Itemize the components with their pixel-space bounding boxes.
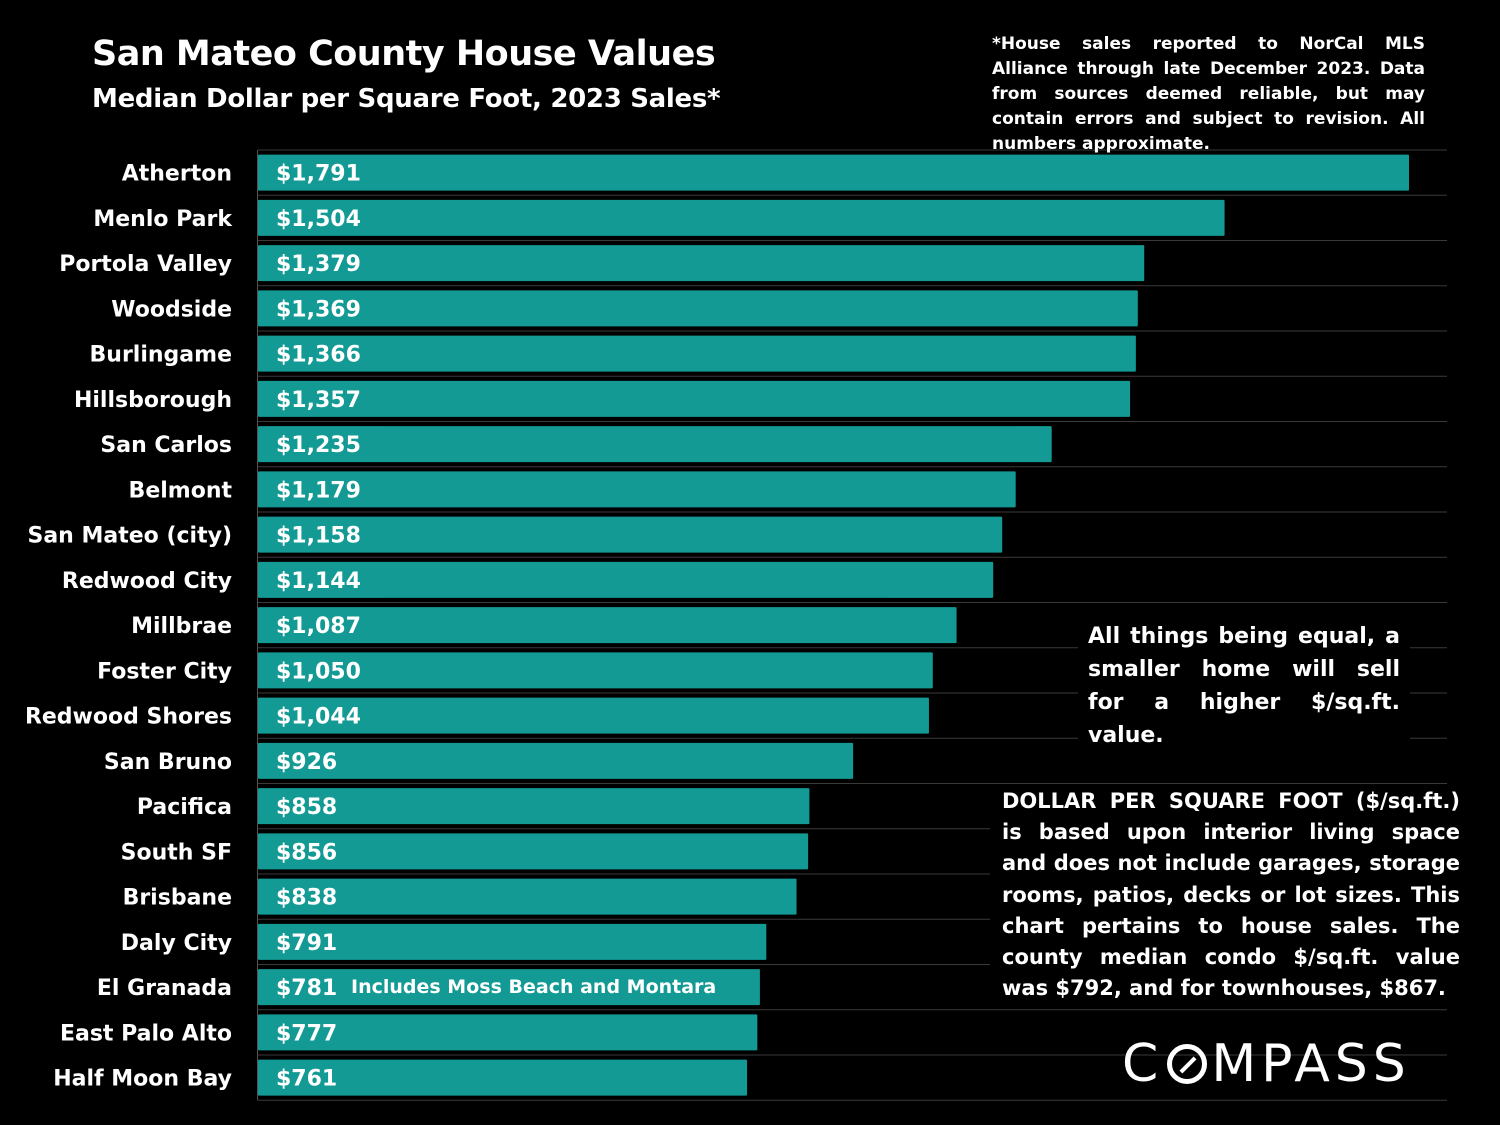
value-label: $1,357 — [276, 388, 361, 413]
category-label: Belmont — [129, 478, 233, 503]
value-label: $1,087 — [276, 614, 361, 639]
bars — [258, 154, 1409, 1096]
bar — [258, 1059, 748, 1096]
value-label: $1,235 — [276, 433, 361, 458]
bar — [258, 290, 1138, 327]
category-label: Menlo Park — [93, 207, 233, 232]
bar — [258, 426, 1052, 463]
category-label: Hillsborough — [74, 388, 232, 413]
bar — [258, 742, 854, 779]
value-label: $1,179 — [276, 478, 361, 503]
value-label: $781 — [276, 976, 337, 1001]
bar — [258, 833, 809, 870]
category-label: San Bruno — [104, 750, 232, 775]
category-label: Burlingame — [90, 343, 232, 368]
category-label: San Carlos — [100, 433, 232, 458]
compass-ring-icon — [1167, 1044, 1208, 1084]
value-label: $1,791 — [276, 162, 361, 187]
logo-text-left: C — [1122, 1034, 1164, 1094]
value-label: $858 — [276, 795, 337, 820]
value-label: $1,379 — [276, 252, 361, 277]
value-label: $856 — [276, 840, 337, 865]
chart-title: San Mateo County House Values — [92, 34, 716, 74]
category-label: South SF — [121, 840, 232, 865]
category-label: Millbrae — [131, 614, 232, 639]
category-label: Atherton — [122, 162, 232, 187]
bar — [258, 652, 933, 689]
bar — [258, 561, 994, 598]
annotation-small-home: All things being equal, a smaller home w… — [1078, 620, 1410, 752]
bar — [258, 516, 1003, 553]
value-label: $1,050 — [276, 659, 361, 684]
category-label: Daly City — [121, 931, 232, 956]
bar — [258, 969, 760, 1006]
compass-logo: C MPASS — [1122, 1034, 1411, 1094]
value-label: $1,366 — [276, 343, 361, 368]
bar — [258, 878, 797, 915]
value-label: $1,144 — [276, 569, 361, 594]
category-label: Foster City — [97, 659, 232, 684]
value-label: $926 — [276, 750, 337, 775]
value-label: $791 — [276, 931, 337, 956]
bar — [258, 199, 1225, 236]
logo-text-right: MPASS — [1211, 1034, 1411, 1094]
annotation-dollar-per-sqft: DOLLAR PER SQUARE FOOT ($/sq.ft.) is bas… — [990, 786, 1460, 1005]
bar — [258, 245, 1145, 282]
value-label: $1,369 — [276, 297, 361, 322]
category-label: Redwood City — [62, 569, 232, 594]
category-label: Portola Valley — [59, 252, 232, 277]
category-label: San Mateo (city) — [27, 524, 232, 549]
value-label: $777 — [276, 1021, 337, 1046]
category-label: Redwood Shores — [25, 705, 232, 730]
value-label: $761 — [276, 1067, 337, 1092]
bar — [258, 380, 1131, 417]
value-label: $838 — [276, 886, 337, 911]
bar — [258, 335, 1136, 372]
bar-notes: Includes Moss Beach and Montara — [351, 976, 716, 998]
footnote: *House sales reported to NorCal MLS Alli… — [992, 34, 1425, 154]
bar-note: Includes Moss Beach and Montara — [351, 976, 716, 998]
category-label: Woodside — [111, 297, 232, 322]
bar — [258, 923, 767, 960]
bar — [258, 471, 1016, 508]
bar — [258, 607, 957, 644]
bar — [258, 788, 810, 825]
bar — [258, 1014, 758, 1051]
category-labels: Atherton Menlo Park Portola Valley Woodside… — [25, 162, 233, 1092]
category-label: Brisbane — [123, 886, 232, 911]
bar — [258, 154, 1409, 191]
value-label: $1,504 — [276, 207, 361, 232]
chart-subtitle: Median Dollar per Square Foot, 2023 Sale… — [92, 84, 721, 114]
value-label: $1,158 — [276, 524, 361, 549]
category-label: Half Moon Bay — [53, 1067, 232, 1092]
category-label: El Granada — [97, 976, 232, 1001]
category-label: Pacifica — [137, 795, 232, 820]
bar — [258, 697, 929, 734]
value-labels: $1,791 $1,504 $1,379 $1,369 $1,366 $1,357 $1,2… — [276, 162, 361, 1092]
category-label: East Palo Alto — [60, 1021, 232, 1046]
value-label: $1,044 — [276, 705, 361, 730]
